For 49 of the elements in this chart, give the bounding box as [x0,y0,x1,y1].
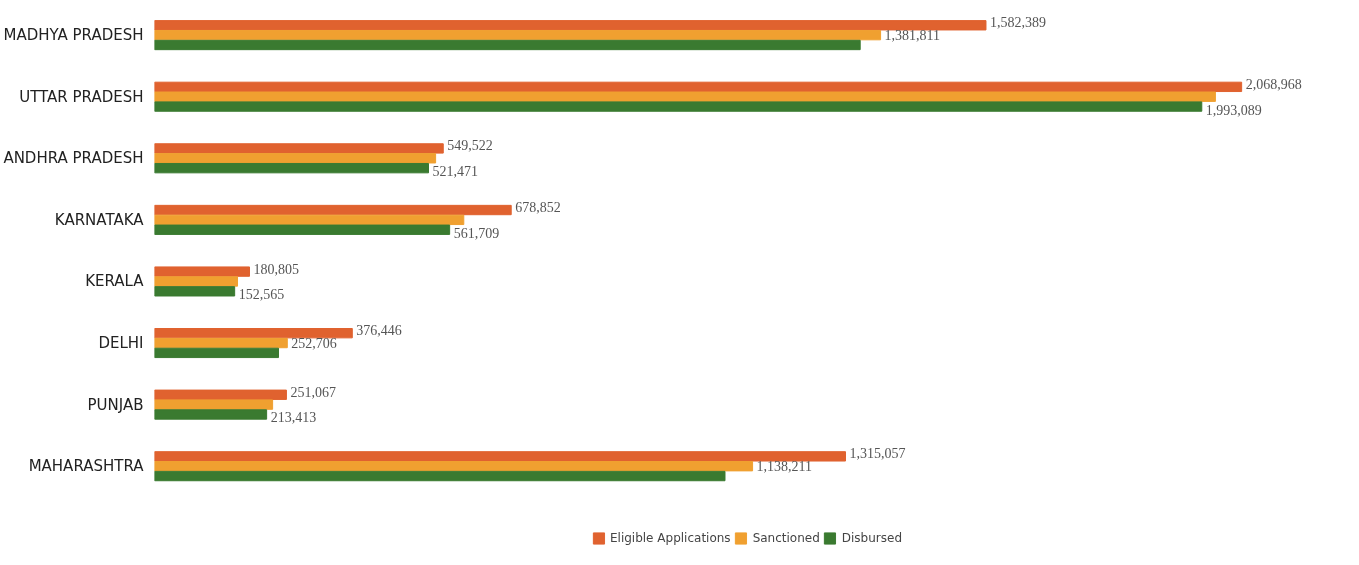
y-tick-label: MAHARASHTRA [28,457,145,476]
legend-label: Disbursed [841,531,903,545]
data-label: 1,381,811 [884,28,941,44]
bar [154,153,437,164]
data-label: 1,582,389 [989,15,1046,31]
bar [154,461,754,472]
legend-label: Sanctioned [752,531,820,545]
y-tick-label: DELHI [98,334,144,353]
data-label: 1,315,057 [849,446,906,462]
data-label: 521,471 [432,164,479,180]
y-tick-label: KARNATAKA [54,210,145,229]
y-tick-label: ANDHRA PRADESH [3,149,144,168]
bar [154,91,1216,102]
bar [154,399,274,410]
bar [154,409,268,420]
bar [154,337,288,349]
bar [154,224,451,235]
bar [154,470,726,482]
data-label: 152,565 [238,287,285,303]
data-label: 1,138,211 [756,459,813,475]
data-label: 549,522 [447,138,493,154]
bar [154,266,251,277]
bar [154,101,1203,112]
data-label: 1,993,089 [1205,102,1262,118]
data-label: 2,068,968 [1245,76,1302,92]
bar [154,389,287,400]
legend-label: Eligible Applications [609,531,731,545]
bar [154,39,861,51]
bar [154,451,847,462]
bar [154,20,987,31]
y-tick-label: PUNJAB [87,395,144,414]
bar [154,29,882,41]
bar [154,276,239,287]
data-label: 180,805 [253,261,300,277]
data-label: 251,067 [290,384,336,400]
y-tick-label: KERALA [85,272,145,291]
y-tick-label: MADHYA PRADESH [3,26,144,45]
data-label: 252,706 [291,336,337,352]
data-label: 213,413 [270,410,317,426]
y-tick-label: UTTAR PRADESH [19,87,144,106]
data-label: 561,709 [453,225,500,241]
bar [154,162,430,174]
bar [154,328,353,339]
bar [154,286,236,297]
bar [154,143,444,154]
bar [154,347,280,359]
data-label: 678,852 [515,200,561,216]
data-label: 376,446 [356,323,402,339]
bar [154,204,512,216]
